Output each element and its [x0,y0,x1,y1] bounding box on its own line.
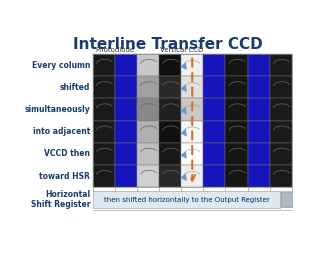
FancyArrowPatch shape [181,107,186,114]
Text: Photodiode: Photodiode [95,46,134,53]
Bar [93,121,115,143]
Bar [159,143,181,165]
FancyArrowPatch shape [181,151,186,158]
Bar [270,165,292,187]
FancyArrow shape [281,192,303,207]
Bar [203,143,225,165]
FancyArrowPatch shape [181,174,186,181]
Bar [115,99,137,121]
Text: Interline Transfer CCD: Interline Transfer CCD [73,37,263,52]
FancyArrowPatch shape [181,85,186,92]
Bar [225,54,248,76]
Bar [159,54,181,76]
Text: simultaneously: simultaneously [25,105,90,114]
Bar [181,76,203,99]
Bar [93,54,115,76]
FancyArrowPatch shape [181,63,186,70]
Bar [203,99,225,121]
Bar [248,54,270,76]
Bar [270,99,292,121]
Bar [181,143,203,165]
Bar [93,165,115,187]
Bar [225,121,248,143]
Text: shifted: shifted [60,83,90,92]
Bar [137,165,159,187]
Text: Horizontal
Shift Register: Horizontal Shift Register [31,190,90,209]
Bar [93,99,115,121]
Bar [270,54,292,76]
Bar [270,143,292,165]
Bar [181,165,203,187]
Bar [248,143,270,165]
Bar [248,99,270,121]
Bar [93,143,115,165]
Bar [203,54,225,76]
Text: VCCD then: VCCD then [44,149,90,158]
Text: into adjacent: into adjacent [33,127,90,136]
Bar [137,99,159,121]
Bar [115,76,137,99]
Bar [270,121,292,143]
Bar [203,165,225,187]
Bar [225,165,248,187]
Text: toward HSR: toward HSR [39,172,90,181]
Bar [159,165,181,187]
Bar [93,76,115,99]
Bar [225,143,248,165]
Bar [248,76,270,99]
Bar [159,121,181,143]
Bar [159,76,181,99]
Bar [115,54,137,76]
Bar [137,143,159,165]
Bar [137,121,159,143]
Bar [248,121,270,143]
Bar [137,76,159,99]
Bar [248,165,270,187]
Bar [115,121,137,143]
Bar [115,143,137,165]
Bar [181,54,203,76]
Bar [137,54,159,76]
Bar [93,191,280,208]
Bar [203,76,225,99]
Bar [270,76,292,99]
Bar [181,99,203,121]
Bar [93,54,292,187]
FancyArrowPatch shape [181,129,186,136]
Bar [225,76,248,99]
Text: Vertical CCD: Vertical CCD [160,46,203,53]
Text: Every column: Every column [32,61,90,70]
Bar [225,99,248,121]
Bar [115,165,137,187]
Bar [181,121,203,143]
Text: then shifted horizontally to the Output Register: then shifted horizontally to the Output … [104,197,269,203]
Bar [159,99,181,121]
Bar [203,121,225,143]
